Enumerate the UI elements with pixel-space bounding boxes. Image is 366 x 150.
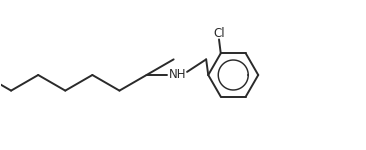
Text: Cl: Cl bbox=[213, 27, 225, 40]
Text: NH: NH bbox=[169, 69, 186, 81]
